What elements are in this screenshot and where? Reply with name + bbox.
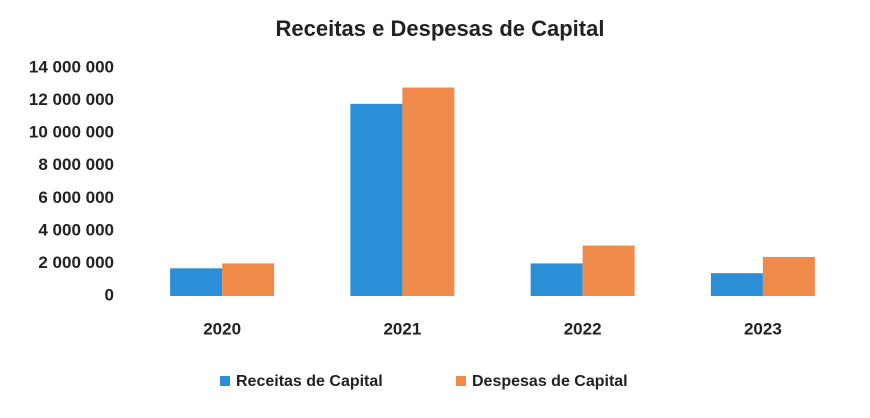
y-tick-label: 0 <box>105 285 114 304</box>
x-tick-label: 2020 <box>203 319 241 338</box>
bar <box>762 256 815 296</box>
y-tick-label: 4 000 000 <box>38 220 114 239</box>
x-tick-label: 2022 <box>564 319 602 338</box>
y-tick-label: 14 000 000 <box>29 57 114 76</box>
bar <box>222 263 275 296</box>
bar <box>530 263 583 296</box>
legend-swatch <box>220 376 230 386</box>
y-tick-label: 8 000 000 <box>38 155 114 174</box>
x-tick-label: 2021 <box>383 319 421 338</box>
bar <box>170 268 223 296</box>
y-tick-label: 10 000 000 <box>29 123 114 142</box>
legend-swatch <box>456 376 466 386</box>
legend-label: Despesas de Capital <box>472 373 628 390</box>
y-tick-label: 2 000 000 <box>38 253 114 272</box>
legend-label: Receitas de Capital <box>236 373 383 390</box>
chart-title: Receitas e Despesas de Capital <box>276 16 605 41</box>
bar <box>582 245 635 296</box>
x-tick-label: 2023 <box>744 319 782 338</box>
bar <box>710 273 763 296</box>
y-tick-label: 6 000 000 <box>38 188 114 207</box>
bar <box>402 87 455 297</box>
y-tick-label: 12 000 000 <box>29 90 114 109</box>
bar <box>350 103 403 296</box>
